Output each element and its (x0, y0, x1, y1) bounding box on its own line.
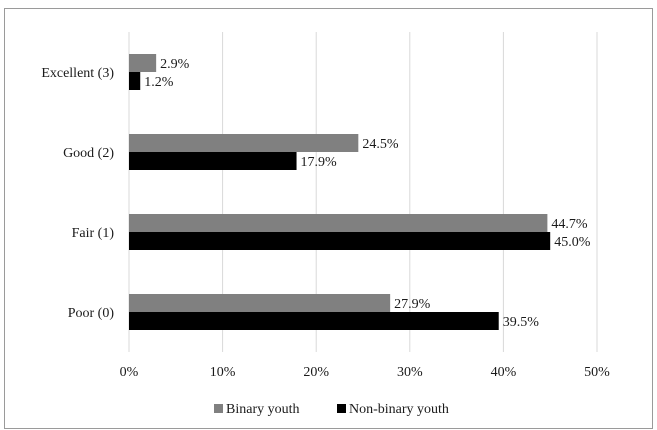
data-label: 1.2% (144, 75, 174, 90)
x-tick-label: 0% (120, 365, 139, 380)
data-label: 2.9% (160, 57, 190, 72)
bar-non-binary (129, 72, 141, 90)
legend-label: Binary youth (226, 402, 300, 417)
bar-binary (129, 54, 157, 72)
bar-binary (129, 214, 548, 232)
data-label: 27.9% (394, 297, 431, 312)
data-label: 39.5% (503, 315, 539, 330)
x-tick-label: 20% (303, 365, 329, 380)
category-label: Good (2) (63, 146, 114, 161)
category-label: Fair (1) (72, 226, 115, 241)
x-tick-label: 50% (584, 365, 610, 380)
x-tick-label: 10% (210, 365, 236, 380)
x-tick-label: 30% (397, 365, 423, 380)
x-tick-label: 40% (491, 365, 517, 380)
data-label: 45.0% (554, 235, 591, 250)
data-label: 24.5% (362, 137, 399, 152)
category-label: Poor (0) (68, 306, 115, 321)
bar-non-binary (129, 152, 297, 170)
category-label: Excellent (3) (41, 66, 114, 81)
data-label: 44.7% (551, 217, 588, 232)
bar-non-binary (129, 312, 499, 330)
data-label: 17.9% (301, 155, 338, 170)
legend-swatch (337, 404, 346, 413)
bar-non-binary (129, 232, 551, 250)
bar-binary (129, 134, 359, 152)
legend-swatch (214, 404, 223, 413)
legend-label: Non-binary youth (349, 402, 449, 417)
bar-binary (129, 294, 391, 312)
